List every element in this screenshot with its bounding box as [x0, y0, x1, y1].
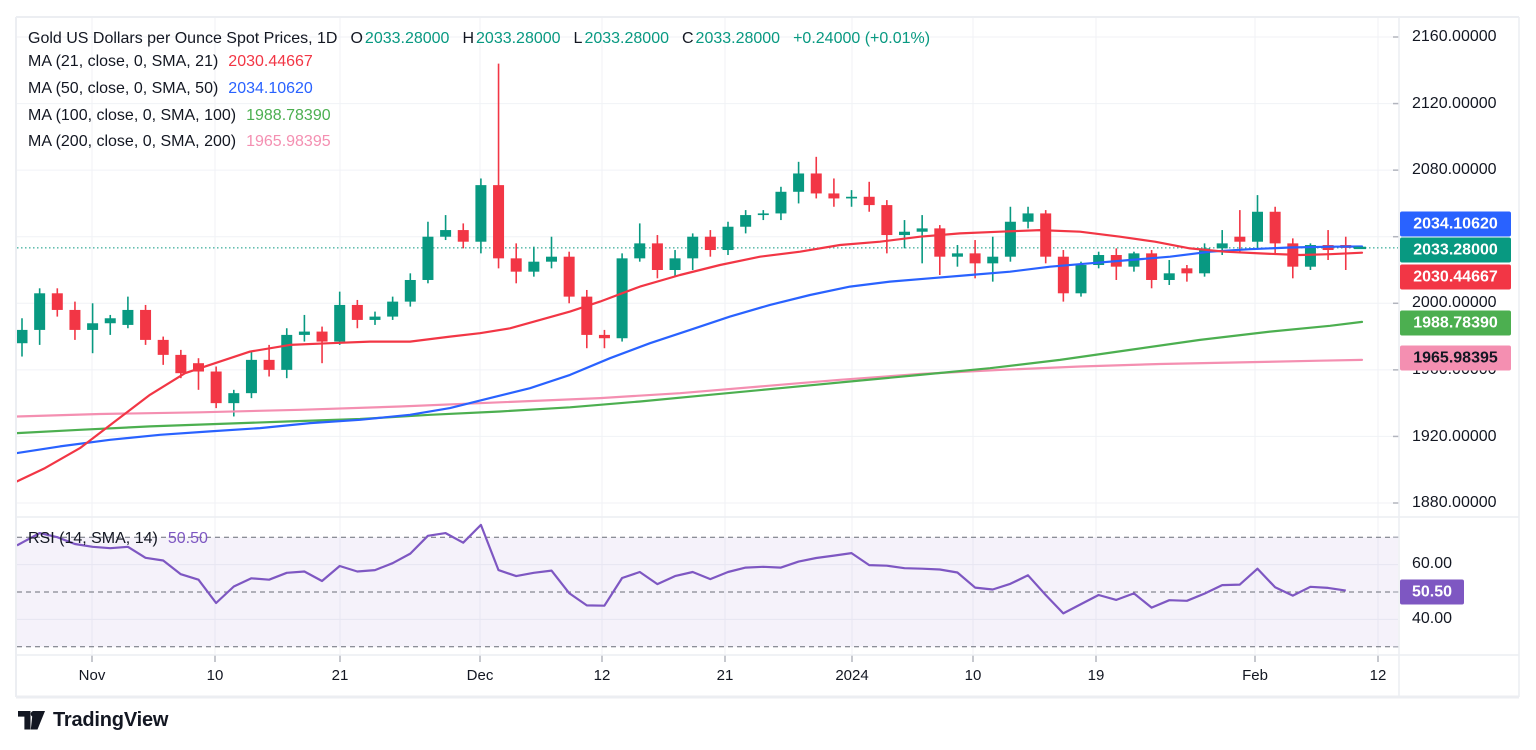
time-axis-label: 10: [206, 667, 224, 684]
rsi-legend[interactable]: RSI (14, SMA, 14) 50.50: [28, 530, 208, 547]
price-change: +0.24000 (+0.01%): [793, 30, 931, 47]
ma-21-legend[interactable]: MA (21, close, 0, SMA, 21) 2030.44667: [28, 53, 313, 70]
rsi-axis-label: 60.00: [1412, 555, 1453, 572]
ma-200-value: 1965.98395: [246, 133, 331, 150]
ma-100-legend[interactable]: MA (100, close, 0, SMA, 100) 1988.78390: [28, 107, 331, 124]
time-axis-label: Dec: [466, 667, 494, 684]
price-axis-label: 2080.00000: [1412, 161, 1497, 178]
rsi-value-badge: 50.50: [1400, 579, 1464, 605]
ohlc-low: L 2033.28000: [573, 30, 669, 47]
rsi-value: 50.50: [167, 530, 208, 547]
rsi-axis-label: 40.00: [1412, 610, 1453, 627]
ma-200-legend[interactable]: MA (200, close, 0, SMA, 200) 1965.98395: [28, 133, 331, 150]
ohlc-high: H 2033.28000: [462, 30, 561, 47]
price-axis-label: 2000.00000: [1412, 294, 1497, 311]
tradingview-logo-text: TradingView: [53, 709, 169, 731]
symbol-legend[interactable]: Gold US Dollars per Ounce Spot Prices, 1…: [28, 29, 930, 49]
tradingview-logo[interactable]: TradingView: [18, 709, 168, 732]
ma50-badge: 2034.10620: [1400, 211, 1511, 237]
time-axis-label: 21: [716, 667, 734, 684]
time-axis-label: 2024: [835, 667, 869, 684]
time-axis-label: 10: [964, 667, 982, 684]
ma-50-value: 2034.10620: [228, 80, 313, 97]
ma100-badge: 1988.78390: [1400, 310, 1511, 336]
time-axis-label: 21: [331, 667, 349, 684]
price-axis-label: 2160.00000: [1412, 28, 1497, 45]
ma-21-value: 2030.44667: [228, 53, 313, 70]
time-axis-label: 19: [1087, 667, 1105, 684]
ma-50-legend[interactable]: MA (50, close, 0, SMA, 50) 2034.10620: [28, 80, 313, 97]
ohlc-open: O 2033.28000: [350, 30, 450, 47]
time-axis-label: Feb: [1242, 667, 1268, 684]
ma-100-value: 1988.78390: [246, 107, 331, 124]
price-axis-label: 1880.00000: [1412, 494, 1497, 511]
price-axis-label: 2120.00000: [1412, 95, 1497, 112]
ohlc-close: C 2033.28000: [681, 30, 781, 47]
symbol-title: Gold US Dollars per Ounce Spot Prices, 1…: [28, 30, 338, 47]
time-axis-label: 12: [1369, 667, 1387, 684]
price-axis-label: 1920.00000: [1412, 428, 1497, 445]
last-price-badge: 2033.28000: [1400, 237, 1511, 263]
time-axis-label: 12: [593, 667, 611, 684]
ma200-badge: 1965.98395: [1400, 345, 1511, 371]
time-axis-label: Nov: [78, 667, 106, 684]
tradingview-logo-icon: [18, 711, 45, 730]
ma21-badge: 2030.44667: [1400, 264, 1511, 290]
